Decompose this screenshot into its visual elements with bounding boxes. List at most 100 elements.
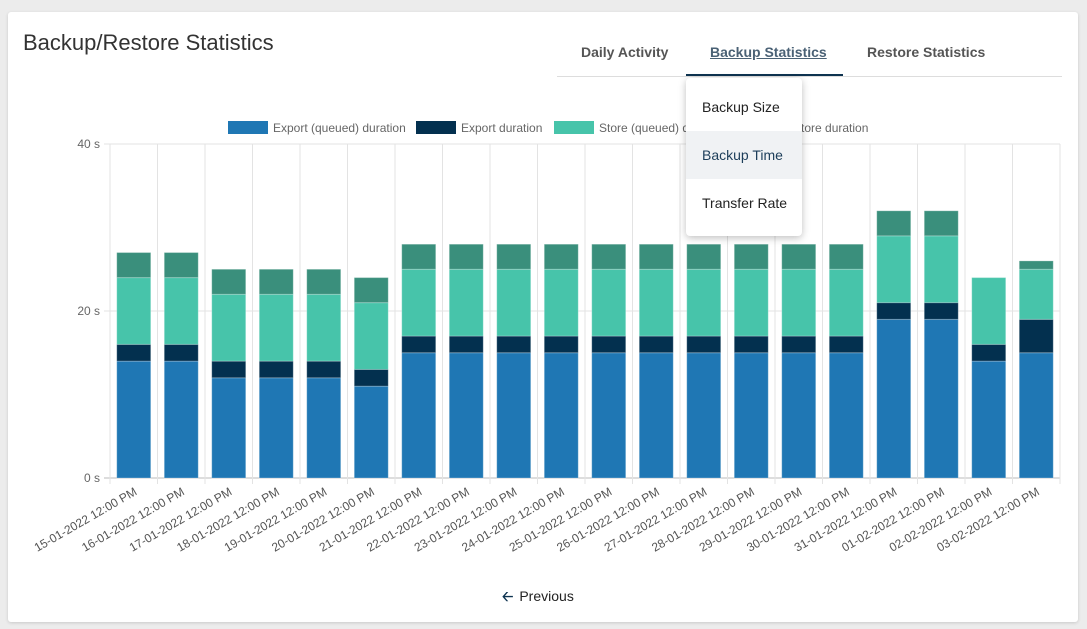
menu-item-backup-time[interactable]: Backup Time [686,131,802,179]
bar-segment [828,352,864,479]
bar-segment [828,335,864,354]
tab-restore-statistics[interactable]: Restore Statistics [867,44,986,60]
bar-segment [543,335,579,354]
bar-segment [448,352,484,479]
bar-segment [543,243,579,270]
bar-segment [401,268,437,337]
bar-segment [306,293,342,362]
bar-segment [543,352,579,479]
bar-segment [828,268,864,337]
bar-segment [211,268,247,295]
bar-segment [306,268,342,295]
bar-segment [496,268,532,337]
bar-segment [116,277,152,345]
bar-segment [971,277,1007,345]
bar-segment [638,335,674,354]
bar-segment [163,277,199,345]
bar-segment [116,360,152,479]
y-tick-label: 20 s [77,304,100,318]
bar-segment [543,268,579,337]
bar-segment [211,377,247,479]
legend-swatch [554,121,594,134]
bar-segment [733,335,769,354]
bar-segment [876,318,912,479]
bar-segment [401,243,437,270]
bar-segment [211,293,247,362]
bar-segment [923,235,959,304]
bar-segment [781,352,817,479]
bar-segment [211,360,247,379]
tab-backup-statistics[interactable]: Backup Statistics [710,44,827,60]
legend-swatch [416,121,456,134]
bar-segment [1018,352,1054,479]
arrow-left-icon: 🡠 [502,588,514,604]
bar-segment [496,243,532,270]
bar-segment [971,343,1007,362]
bar-segment [733,352,769,479]
legend-label: Export (queued) duration [273,121,406,135]
menu-item-backup-size[interactable]: Backup Size [702,99,780,115]
bar-segment [258,293,294,362]
bar-segment [733,268,769,337]
bar-segment [686,352,722,479]
bar-segment [591,335,627,354]
backup-statistics-dropdown: Backup Size Backup Time Transfer Rate [686,78,802,236]
bar-segment [923,302,959,320]
bar-segment [1018,318,1054,354]
bar-segment [686,243,722,270]
bar-segment [923,210,959,237]
bar-segment [638,268,674,337]
bar-segment [163,360,199,479]
bar-segment [923,318,959,479]
active-tab-indicator [686,74,843,76]
bar-segment [496,335,532,354]
bar-segment [1018,268,1054,320]
bar-segment [1018,260,1054,270]
legend-label: Store duration [793,121,868,135]
bar-segment [876,302,912,320]
bar-segment [448,335,484,354]
bar-segment [448,268,484,337]
bar-segment [116,252,152,279]
y-tick-label: 0 s [84,471,100,485]
bar-segment [353,368,389,387]
tab-daily-activity[interactable]: Daily Activity [581,44,669,60]
bar-segment [828,243,864,270]
bar-segment [638,352,674,479]
tab-bar: Daily Activity Backup Statistics Restore… [557,40,1062,77]
backup-time-chart: 0 s20 s40 s15-01-2022 12:00 PM16-01-2022… [32,121,1061,555]
bar-segment [591,243,627,270]
bar-segment [163,252,199,279]
bar-segment [733,243,769,270]
bar-segment [876,235,912,304]
bar-segment [163,343,199,362]
bar-segment [258,360,294,379]
page-title: Backup/Restore Statistics [23,30,274,55]
legend-swatch [228,121,268,134]
bar-segment [306,360,342,379]
bar-segment [781,335,817,354]
bar-segment [781,243,817,270]
bar-segment [448,243,484,270]
y-tick-label: 40 s [77,137,100,151]
bar-segment [591,268,627,337]
previous-label: Previous [519,588,574,604]
previous-button[interactable]: 🡠 Previous [502,586,574,610]
menu-item-transfer-rate[interactable]: Transfer Rate [702,195,788,211]
bar-segment [591,352,627,479]
bar-segment [686,335,722,354]
bar-segment [353,277,389,304]
statistics-card: Backup/Restore Statistics Daily Activity… [8,12,1078,622]
bar-segment [686,268,722,337]
bar-segment [116,343,152,362]
bar-segment [876,210,912,237]
bar-segment [638,243,674,270]
bar-segment [353,302,389,370]
bar-segment [258,268,294,295]
bar-segment [306,377,342,479]
bar-segment [971,360,1007,479]
bar-segment [781,268,817,337]
bar-segment [496,352,532,479]
bar-segment [401,335,437,354]
bar-segment [258,377,294,479]
